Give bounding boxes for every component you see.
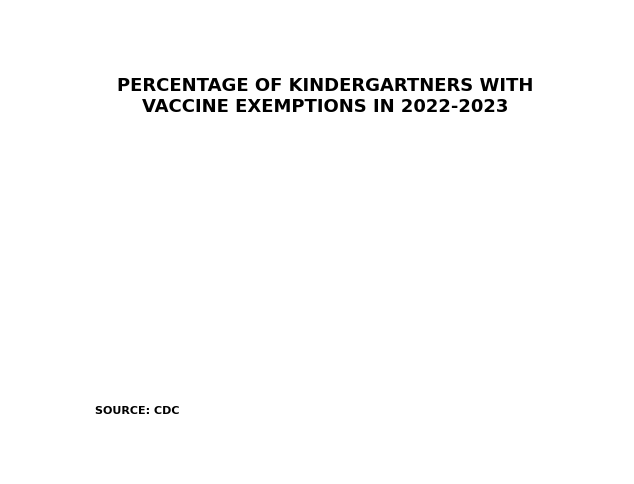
Text: SOURCE: CDC: SOURCE: CDC [94, 406, 179, 415]
Text: PERCENTAGE OF KINDERGARTNERS WITH
VACCINE EXEMPTIONS IN 2022-2023: PERCENTAGE OF KINDERGARTNERS WITH VACCIN… [117, 77, 533, 116]
